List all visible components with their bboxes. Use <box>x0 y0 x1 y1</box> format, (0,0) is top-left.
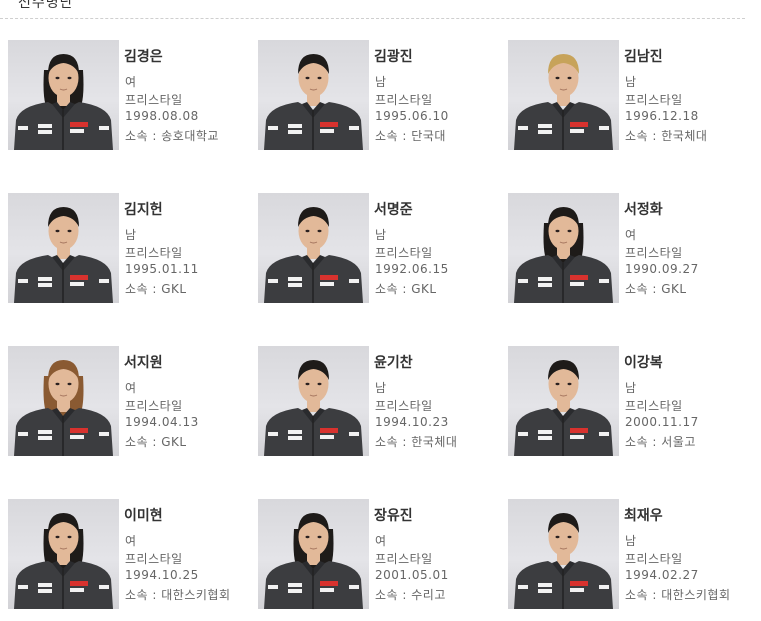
player-affiliation: 소속 : GKL <box>125 435 187 449</box>
player-name[interactable]: 김광진 <box>374 49 413 65</box>
player-gender: 남 <box>375 381 387 395</box>
player-birthdate: 1995.06.10 <box>375 109 449 123</box>
player-affiliation: 소속 : 수리고 <box>375 588 446 602</box>
player-discipline: 프리스타일 <box>125 552 183 566</box>
player-name[interactable]: 서명준 <box>374 202 413 218</box>
player-birthdate: 2000.11.17 <box>625 415 699 429</box>
player-affiliation: 소속 : 송호대학교 <box>125 129 219 143</box>
section-title: 선수명단 <box>18 0 74 11</box>
player-discipline: 프리스타일 <box>375 399 433 413</box>
player-name[interactable]: 이미현 <box>124 508 163 524</box>
player-discipline: 프리스타일 <box>125 399 183 413</box>
player-name[interactable]: 장유진 <box>374 508 413 524</box>
player-discipline: 프리스타일 <box>625 93 683 107</box>
player-affiliation: 소속 : 서울고 <box>625 435 696 449</box>
player-discipline: 프리스타일 <box>625 246 683 260</box>
player-discipline: 프리스타일 <box>375 246 433 260</box>
player-birthdate: 1994.10.25 <box>125 568 199 582</box>
player-birthdate: 1996.12.18 <box>625 109 699 123</box>
player-name[interactable]: 김경은 <box>124 49 163 65</box>
player-photo[interactable] <box>508 499 619 609</box>
player-photo[interactable] <box>8 346 119 456</box>
section-divider <box>0 18 745 19</box>
player-birthdate: 1995.01.11 <box>125 262 199 276</box>
player-affiliation: 소속 : GKL <box>625 282 687 296</box>
player-name[interactable]: 최재우 <box>624 508 663 524</box>
player-birthdate: 1994.04.13 <box>125 415 199 429</box>
player-discipline: 프리스타일 <box>125 246 183 260</box>
player-affiliation: 소속 : GKL <box>125 282 187 296</box>
player-photo[interactable] <box>508 40 619 150</box>
player-photo[interactable] <box>258 346 369 456</box>
player-gender: 여 <box>125 381 137 395</box>
player-gender: 여 <box>125 75 137 89</box>
player-gender: 여 <box>125 534 137 548</box>
player-gender: 남 <box>625 75 637 89</box>
player-affiliation: 소속 : 한국체대 <box>625 129 708 143</box>
player-discipline: 프리스타일 <box>125 93 183 107</box>
player-discipline: 프리스타일 <box>625 399 683 413</box>
player-affiliation: 소속 : 대한스키협회 <box>125 588 231 602</box>
player-photo[interactable] <box>258 40 369 150</box>
player-name[interactable]: 서정화 <box>624 202 663 218</box>
player-discipline: 프리스타일 <box>375 93 433 107</box>
player-name[interactable]: 윤기찬 <box>374 355 413 371</box>
player-gender: 남 <box>375 75 387 89</box>
player-name[interactable]: 김지헌 <box>124 202 163 218</box>
player-birthdate: 1998.08.08 <box>125 109 199 123</box>
player-gender: 남 <box>125 228 137 242</box>
player-gender: 남 <box>625 381 637 395</box>
player-name[interactable]: 김남진 <box>624 49 663 65</box>
player-gender: 여 <box>375 534 387 548</box>
player-photo[interactable] <box>8 499 119 609</box>
player-birthdate: 2001.05.01 <box>375 568 449 582</box>
player-name[interactable]: 서지원 <box>124 355 163 371</box>
player-birthdate: 1990.09.27 <box>625 262 699 276</box>
player-photo[interactable] <box>258 193 369 303</box>
player-photo[interactable] <box>8 193 119 303</box>
player-affiliation: 소속 : 단국대 <box>375 129 446 143</box>
player-affiliation: 소속 : 한국체대 <box>375 435 458 449</box>
player-affiliation: 소속 : GKL <box>375 282 437 296</box>
player-gender: 남 <box>375 228 387 242</box>
player-name[interactable]: 이강복 <box>624 355 663 371</box>
player-photo[interactable] <box>8 40 119 150</box>
player-discipline: 프리스타일 <box>625 552 683 566</box>
player-discipline: 프리스타일 <box>375 552 433 566</box>
player-photo[interactable] <box>508 346 619 456</box>
player-birthdate: 1992.06.15 <box>375 262 449 276</box>
player-gender: 여 <box>625 228 637 242</box>
player-affiliation: 소속 : 대한스키협회 <box>625 588 731 602</box>
player-birthdate: 1994.02.27 <box>625 568 699 582</box>
player-photo[interactable] <box>508 193 619 303</box>
player-gender: 남 <box>625 534 637 548</box>
player-photo[interactable] <box>258 499 369 609</box>
player-birthdate: 1994.10.23 <box>375 415 449 429</box>
